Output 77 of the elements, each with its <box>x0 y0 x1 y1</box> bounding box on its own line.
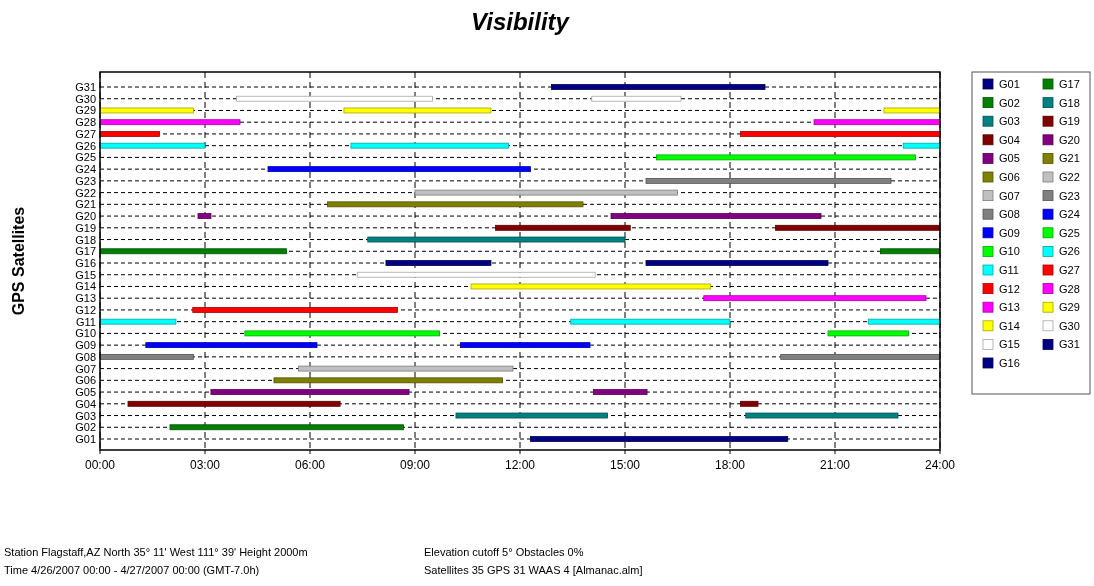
legend-label: G25 <box>1059 226 1080 239</box>
x-tick-label: 24:00 <box>924 458 956 472</box>
legend-label: G13 <box>999 301 1020 314</box>
legend-label: G03 <box>999 115 1020 128</box>
y-tick-label: G12 <box>75 303 96 316</box>
text: Time 4/26/2007 00:00 - 4/27/2007 00:00 (GMT-7.0h) <box>4 564 260 576</box>
legend-label: G21 <box>1059 152 1080 165</box>
y-tick-label: G31 <box>75 81 96 93</box>
x-tick-label: 15:00 <box>609 458 641 472</box>
legend-label: G30 <box>1059 319 1080 332</box>
y-tick-label: G09 <box>75 339 96 352</box>
y-tick-label: G25 <box>75 151 96 164</box>
legend-label: G06 <box>999 171 1020 183</box>
text: Elevation cutoff 5° Obstacles 0% <box>424 546 584 558</box>
legend-label: G22 <box>1059 171 1080 183</box>
y-tick-label: G14 <box>75 280 96 293</box>
x-tick-label: 06:00 <box>294 458 326 472</box>
legend-label: G17 <box>1059 78 1080 90</box>
y-tick-label: G05 <box>75 386 96 399</box>
x-tick-label: 21:00 <box>819 458 851 472</box>
y-tick-label: G21 <box>75 198 96 211</box>
y-tick-label: G07 <box>75 362 96 375</box>
y-tick-label: G20 <box>75 210 96 223</box>
legend-label: G27 <box>1059 264 1080 276</box>
y-tick-label: G03 <box>75 409 96 422</box>
y-tick-label: G10 <box>75 327 96 340</box>
legend-label: G09 <box>999 226 1020 239</box>
legend-label: G10 <box>999 245 1020 258</box>
y-tick-label: G28 <box>75 116 96 129</box>
x-tick-label: 12:00 <box>504 458 536 472</box>
legend-label: G31 <box>1059 338 1080 351</box>
y-tick-label: G29 <box>75 104 96 117</box>
legend-label: G19 <box>1059 115 1080 128</box>
text: Satellites 35 GPS 31 WAAS 4 [Almanac.alm] <box>424 564 643 576</box>
chart-title: Visibility <box>471 8 571 35</box>
x-tick-label: 00:00 <box>84 458 116 472</box>
y-tick-label: G13 <box>75 292 96 305</box>
x-tick-label: 03:00 <box>189 458 221 472</box>
text: Station Flagstaff,AZ North 35° 11' West 111° 39' Height 2000m <box>4 546 308 558</box>
legend-label: G07 <box>999 189 1020 202</box>
legend-label: G11 <box>999 264 1019 276</box>
legend-label: G28 <box>1059 282 1080 295</box>
y-tick-label: G22 <box>75 186 96 199</box>
legend-label: G16 <box>999 357 1020 369</box>
x-tick-label: 18:00 <box>714 458 746 472</box>
y-tick-label: G17 <box>75 245 96 258</box>
x-tick-label: 09:00 <box>399 458 431 472</box>
y-tick-label: G30 <box>75 92 96 105</box>
legend-label: G15 <box>999 338 1020 351</box>
y-tick-label: G23 <box>75 174 96 187</box>
y-tick-label: G02 <box>75 421 96 434</box>
legend-label: G23 <box>1059 189 1080 202</box>
y-tick-label: G15 <box>75 268 96 281</box>
legend-label: G26 <box>1059 245 1080 258</box>
legend-label: G02 <box>999 96 1020 109</box>
y-tick-label: G04 <box>75 397 96 410</box>
legend-label: G12 <box>999 282 1020 295</box>
legend-label: G01 <box>999 78 1020 90</box>
y-tick-label: G19 <box>75 221 96 234</box>
legend-label: G24 <box>1059 208 1080 221</box>
y-tick-label: G18 <box>75 233 96 246</box>
legend-label: G29 <box>1059 301 1080 314</box>
legend-label: G14 <box>999 319 1020 332</box>
legend-label: G18 <box>1059 96 1080 109</box>
legend-label: G20 <box>1059 133 1080 146</box>
y-tick-label: G27 <box>75 127 96 140</box>
y-tick-label: G06 <box>75 374 96 387</box>
y-tick-label: G01 <box>75 433 96 445</box>
y-tick-label: G16 <box>75 257 96 269</box>
y-tick-label: G08 <box>75 350 96 363</box>
legend-label: G05 <box>999 152 1020 165</box>
y-tick-label: G11 <box>76 315 96 328</box>
y-tick-label: G26 <box>75 139 96 152</box>
y-axis-title: GPS Satellites <box>10 206 27 316</box>
legend-label: G08 <box>999 208 1020 221</box>
y-tick-label: G24 <box>75 163 96 176</box>
legend-label: G04 <box>999 133 1020 146</box>
